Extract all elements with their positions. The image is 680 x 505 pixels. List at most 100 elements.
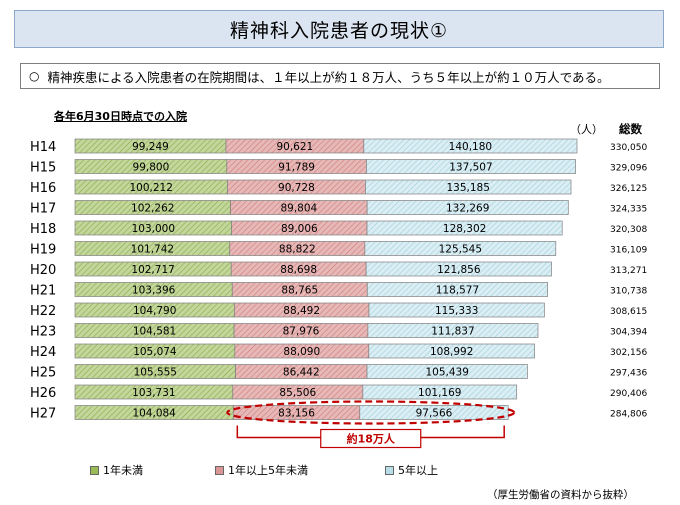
data-label: 86,442 [283, 367, 320, 379]
total-label: 297,436 [610, 369, 647, 379]
total-label: 320,308 [610, 225, 647, 235]
data-label: 105,439 [425, 367, 468, 379]
bar-segment [362, 384, 518, 400]
bar-segment [366, 220, 563, 236]
total-label: 316,109 [610, 246, 647, 256]
category-label: H22 [30, 304, 56, 319]
summary-box: ○ 精神疾患による入院患者の在院期間は、１年以上が約１８万人、うち５年以上が約１… [20, 63, 660, 89]
total-label: 326,125 [610, 184, 647, 194]
data-label: 103,731 [132, 387, 175, 399]
category-label: H27 [30, 407, 56, 422]
legend-item-less-1yr: 1年未満 [90, 462, 143, 478]
bar-segment [359, 405, 509, 420]
total-label: 324,335 [610, 205, 647, 215]
data-label: 132,269 [446, 203, 489, 215]
data-label: 88,492 [283, 305, 320, 317]
data-label: 128,302 [443, 223, 486, 235]
category-label: H23 [30, 325, 56, 340]
data-label: 118,577 [436, 285, 479, 297]
total-label: 290,406 [610, 389, 647, 399]
data-label: 88,090 [283, 346, 320, 358]
data-label: 91,789 [278, 162, 315, 174]
annotation-box [320, 428, 422, 449]
data-label: 103,396 [132, 285, 176, 297]
data-label: 100,212 [129, 182, 172, 194]
bar-segment [364, 241, 557, 256]
legend-item-1-5yr: 1年以上5年未満 [215, 462, 308, 478]
summary-text: 精神疾患による入院患者の在院期間は、１年以上が約１８万人、うち５年以上が約１０万… [47, 69, 610, 85]
data-label: 105,074 [133, 346, 177, 358]
category-label: H14 [30, 140, 56, 155]
category-label: H18 [30, 222, 56, 237]
chart-subtitle: 各年6月30日時点での入院 [54, 110, 187, 123]
bar-segment [366, 159, 576, 174]
data-label: 102,262 [131, 203, 174, 215]
legend-swatch [385, 465, 394, 475]
category-label: H16 [30, 181, 56, 196]
data-label: 140,180 [449, 141, 492, 153]
annotation-label: 約18万人 [347, 432, 396, 446]
page-title: 精神科入院患者の現状① [14, 10, 664, 48]
legend-swatch [215, 465, 224, 475]
legend-label: 5年以上 [398, 464, 438, 477]
data-label: 111,837 [431, 326, 474, 338]
category-label: H25 [30, 366, 56, 381]
total-label: 310,738 [610, 287, 647, 297]
data-label: 89,804 [280, 203, 317, 215]
total-label: 330,050 [610, 143, 647, 153]
total-label: 308,615 [610, 307, 647, 317]
legend-swatch [90, 465, 99, 475]
data-label: 137,507 [449, 162, 492, 174]
category-label: H24 [30, 345, 56, 360]
data-label: 103,000 [132, 223, 175, 235]
bar-segment [366, 282, 548, 297]
data-label: 90,621 [276, 141, 313, 153]
bar-segment [368, 343, 535, 359]
data-label: 88,765 [281, 285, 318, 297]
category-label: H19 [30, 243, 56, 258]
data-label: 104,790 [133, 305, 176, 317]
bar-segment [363, 138, 578, 154]
data-label: 105,555 [134, 367, 177, 379]
legend-item-5yr-plus: 5年以上 [385, 462, 438, 478]
data-label: 135,185 [447, 182, 490, 194]
unit-label: （人） [570, 123, 603, 136]
total-label: 329,096 [610, 164, 647, 174]
data-label: 104,084 [132, 408, 176, 420]
data-label: 104,581 [133, 326, 176, 338]
data-label: 85,506 [279, 387, 316, 399]
data-label: 99,800 [133, 162, 170, 174]
data-label: 90,728 [278, 182, 315, 194]
data-label: 89,006 [281, 223, 318, 235]
total-label: 304,394 [610, 328, 647, 338]
data-label: 102,717 [131, 264, 174, 276]
bullet-icon: ○ [29, 69, 40, 83]
bar-segment [368, 302, 545, 318]
total-label: 302,156 [610, 348, 647, 358]
legend-label: 1年未満 [103, 464, 143, 477]
source-note: （厚生労働省の資料から抜粋） [487, 489, 634, 501]
highlight-ellipse [226, 400, 516, 425]
total-label: 284,806 [610, 410, 647, 420]
data-label: 88,698 [280, 264, 317, 276]
legend-label: 1年以上5年未満 [228, 464, 308, 477]
data-label: 88,822 [279, 244, 316, 256]
data-label: 87,976 [283, 326, 320, 338]
bar-segment [365, 261, 552, 277]
bar-segment [367, 323, 539, 338]
data-label: 99,249 [132, 141, 169, 153]
data-label: 83,156 [278, 408, 315, 420]
data-label: 115,333 [435, 305, 478, 317]
data-label: 125,545 [439, 244, 482, 256]
data-label: 121,856 [437, 264, 481, 276]
category-label: H21 [30, 284, 56, 299]
data-label: 101,742 [131, 244, 174, 256]
category-label: H17 [30, 202, 56, 217]
bar-segment [365, 179, 572, 195]
category-label: H26 [30, 386, 56, 401]
bar-segment [366, 364, 528, 379]
category-label: H20 [30, 263, 56, 278]
data-label: 97,566 [416, 408, 453, 420]
bar-segment [366, 200, 569, 215]
